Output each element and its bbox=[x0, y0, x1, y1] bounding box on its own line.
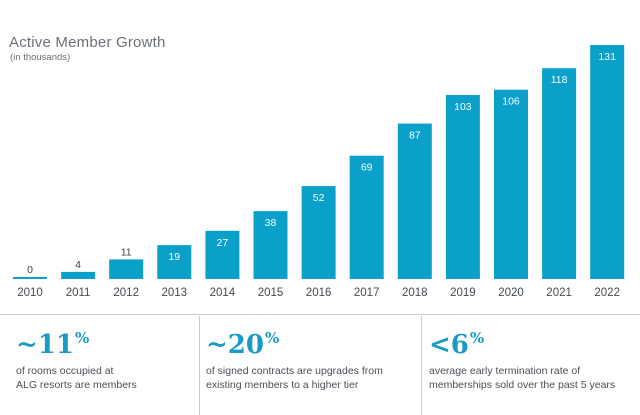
x-tick-label: 2018 bbox=[402, 287, 428, 299]
x-tick-label: 2011 bbox=[66, 287, 91, 299]
stat-number: 11 bbox=[37, 330, 74, 360]
stat-unit: % bbox=[469, 329, 485, 347]
stat-rooms-occupied: ~ 11 % of rooms occupied at ALG resorts … bbox=[16, 330, 137, 392]
stat-value: ~ 11 % bbox=[16, 330, 137, 360]
bar-2010 bbox=[13, 277, 47, 279]
bar-2018 bbox=[397, 123, 432, 279]
bar-2013 bbox=[157, 245, 192, 279]
bar-value-label: 131 bbox=[598, 51, 616, 63]
stat-number: 20 bbox=[227, 330, 264, 360]
bar-2022 bbox=[590, 45, 625, 279]
stat-description: of rooms occupied at ALG resorts are mem… bbox=[16, 365, 137, 391]
bar-value-label: 38 bbox=[265, 217, 277, 229]
bar-value-label: 118 bbox=[551, 74, 568, 86]
bar-value-label: 103 bbox=[454, 101, 472, 113]
stat-unit: % bbox=[74, 329, 90, 347]
bar-value-label: 0 bbox=[27, 264, 33, 276]
stat-termination-rate: < 6 % average early termination rate of … bbox=[429, 330, 615, 392]
stats-separator bbox=[199, 316, 200, 415]
x-tick-label: 2022 bbox=[594, 287, 620, 299]
stat-upgrades: ~ 20 % of signed contracts are upgrades … bbox=[206, 330, 383, 392]
bar-value-label: 27 bbox=[217, 237, 229, 249]
bar-value-label: 69 bbox=[361, 162, 373, 174]
stat-unit: % bbox=[264, 329, 280, 347]
bar-2020 bbox=[494, 89, 528, 279]
bar-2021 bbox=[542, 68, 577, 279]
x-tick-label: 2013 bbox=[162, 287, 188, 299]
bar-2011 bbox=[61, 271, 96, 279]
bar-value-label: 4 bbox=[75, 259, 81, 271]
stat-description: average early termination rate of member… bbox=[429, 365, 616, 391]
x-tick-label: 2019 bbox=[450, 287, 476, 299]
bar-2016 bbox=[301, 186, 336, 279]
bar-chart: 0 2010 4 2011 11 2012 19 2013 27 2014 38 2015 52 2016… bbox=[13, 45, 625, 299]
x-tick-label: 2017 bbox=[354, 287, 380, 299]
chart-title: Active Member Growth bbox=[9, 34, 166, 51]
bar-2014 bbox=[205, 230, 240, 279]
bar-2015 bbox=[253, 211, 288, 279]
chart-subtitle: (in thousands) bbox=[10, 52, 71, 63]
stat-symbol: ~ bbox=[16, 330, 38, 360]
x-tick-label: 2015 bbox=[258, 287, 284, 299]
bar-value-label: 19 bbox=[168, 251, 180, 263]
bar-value-label: 52 bbox=[313, 192, 325, 204]
stat-number: 6 bbox=[450, 330, 469, 360]
stat-symbol: ~ bbox=[206, 330, 228, 360]
x-tick-label: 2010 bbox=[17, 287, 43, 299]
bar-value-label: 87 bbox=[409, 130, 421, 142]
bar-value-label: 11 bbox=[121, 246, 132, 258]
stat-symbol: < bbox=[429, 330, 451, 360]
bar-2017 bbox=[349, 155, 384, 279]
x-tick-label: 2014 bbox=[210, 287, 236, 299]
bar-2012 bbox=[109, 259, 144, 279]
stat-description: of signed contracts are upgrades from ex… bbox=[206, 365, 383, 391]
x-tick-label: 2020 bbox=[498, 287, 524, 299]
x-tick-label: 2016 bbox=[306, 287, 332, 299]
stat-value: ~ 20 % bbox=[206, 330, 383, 360]
stats-separator bbox=[421, 316, 422, 415]
bar-value-label: 106 bbox=[502, 96, 520, 108]
bar-2019 bbox=[445, 95, 480, 279]
x-tick-label: 2012 bbox=[113, 287, 139, 299]
stat-value: < 6 % bbox=[429, 330, 615, 360]
stats-divider bbox=[0, 314, 640, 315]
x-tick-label: 2021 bbox=[546, 287, 572, 299]
